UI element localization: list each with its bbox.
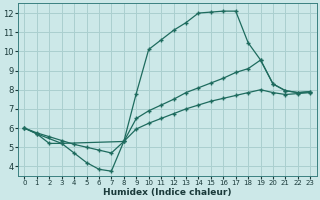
X-axis label: Humidex (Indice chaleur): Humidex (Indice chaleur)	[103, 188, 232, 197]
